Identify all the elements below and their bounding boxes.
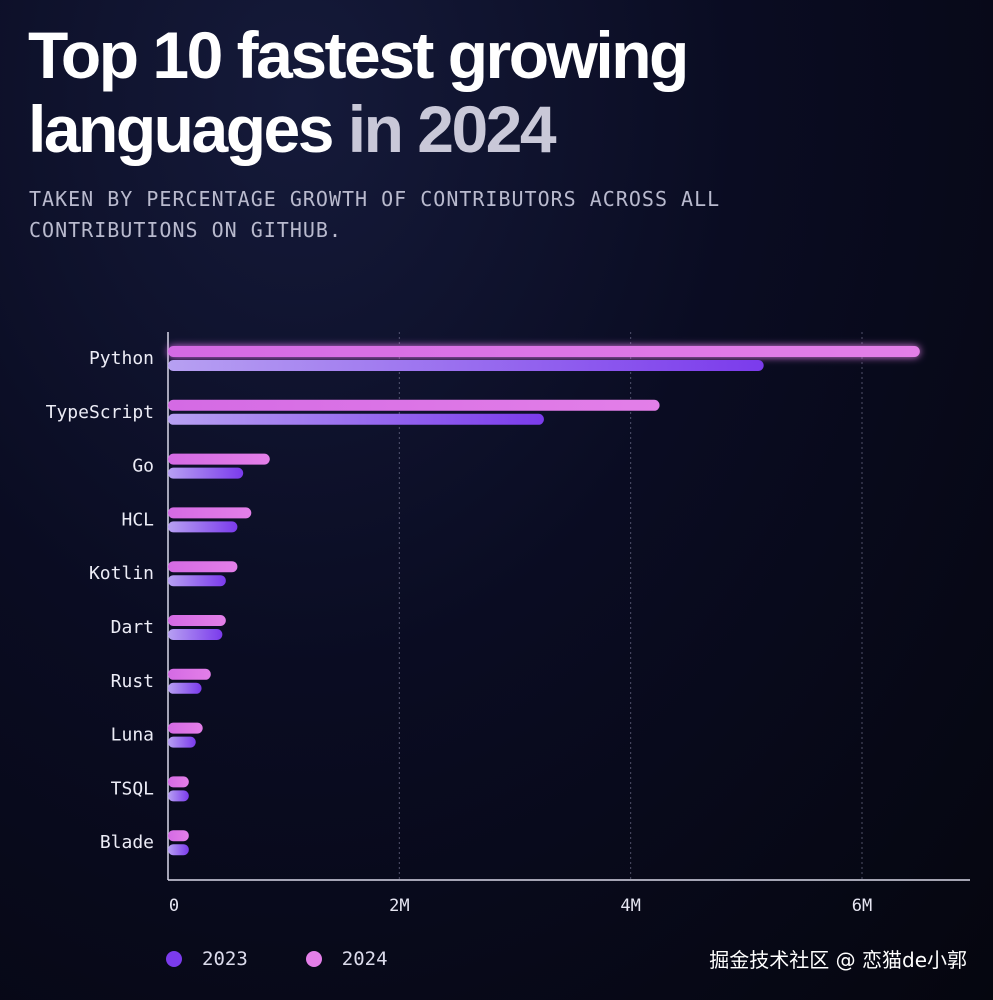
chart-title-accent: in 2024 — [347, 92, 557, 166]
bar-2023-python — [168, 360, 764, 371]
chart-subtitle-line-1: TAKEN BY PERCENTAGE GROWTH OF CONTRIBUTO… — [29, 187, 721, 211]
bar-2023-tsql — [168, 790, 189, 802]
bar-2023-luna — [168, 736, 196, 748]
legend-item-2024: 2024 — [305, 948, 388, 970]
bar-2024-python — [168, 346, 920, 357]
bar-2024-tsql — [168, 776, 189, 788]
bar-2024-blade — [168, 830, 189, 842]
category-label-go: Go — [132, 456, 154, 477]
chart-title-main: Top 10 fastest growing languages — [28, 18, 689, 166]
x-tick-label-4M: 4M — [620, 896, 640, 916]
bar-2023-dart — [168, 629, 223, 640]
bar-2024-luna — [168, 722, 203, 734]
bar-chart: 0 2M 4M 6M Python TypeScript Go HCL Kotlin Dart Ru… — [46, 332, 970, 916]
bar-2024-rust — [168, 668, 211, 680]
bar-2023-hcl — [168, 521, 238, 533]
category-label-blade: Blade — [100, 832, 154, 853]
category-label-rust: Rust — [111, 671, 154, 692]
bar-2023-blade — [168, 844, 189, 856]
legend-label-2023: 2023 — [202, 948, 248, 970]
x-tick-label-2M: 2M — [389, 896, 409, 916]
bar-2023-go — [168, 467, 244, 479]
legend-label-2024: 2024 — [341, 948, 388, 970]
category-label-kotlin: Kotlin — [89, 563, 154, 584]
watermark: 掘金技术社区 @ 恋猫de小郭 — [709, 948, 967, 972]
chart-subtitle: TAKEN BY PERCENTAGE GROWTH OF CONTRIBUTO… — [29, 184, 829, 246]
bar-2024-go — [168, 453, 270, 465]
category-label-dart: Dart — [111, 617, 154, 638]
legend-item-2023: 2023 — [166, 948, 248, 970]
bar-2023-typescript — [168, 413, 544, 425]
x-tick-label-6M: 6M — [852, 896, 872, 916]
category-label-hcl: HCL — [121, 509, 154, 530]
category-label-luna: Luna — [111, 725, 154, 746]
chart-legend: 2023 2024 — [166, 948, 446, 970]
bar-2024-dart — [168, 615, 226, 626]
chart-subtitle-line-2: CONTRIBUTIONS ON GITHUB. — [29, 218, 342, 242]
chart-title: Top 10 fastest growing languages in 2024 — [28, 18, 928, 166]
category-label-tsql: TSQL — [111, 778, 155, 799]
category-label-typescript: TypeScript — [46, 402, 154, 423]
bar-2023-rust — [168, 682, 202, 694]
x-tick-label-0: 0 — [169, 896, 179, 916]
bar-2023-kotlin — [168, 575, 226, 587]
category-label-python: Python — [89, 348, 154, 369]
bar-2024-hcl — [168, 507, 252, 519]
legend-swatch-2023 — [166, 951, 182, 967]
bar-2024-kotlin — [168, 561, 238, 573]
bar-2024-typescript — [168, 399, 660, 411]
legend-swatch-2024 — [305, 951, 322, 967]
